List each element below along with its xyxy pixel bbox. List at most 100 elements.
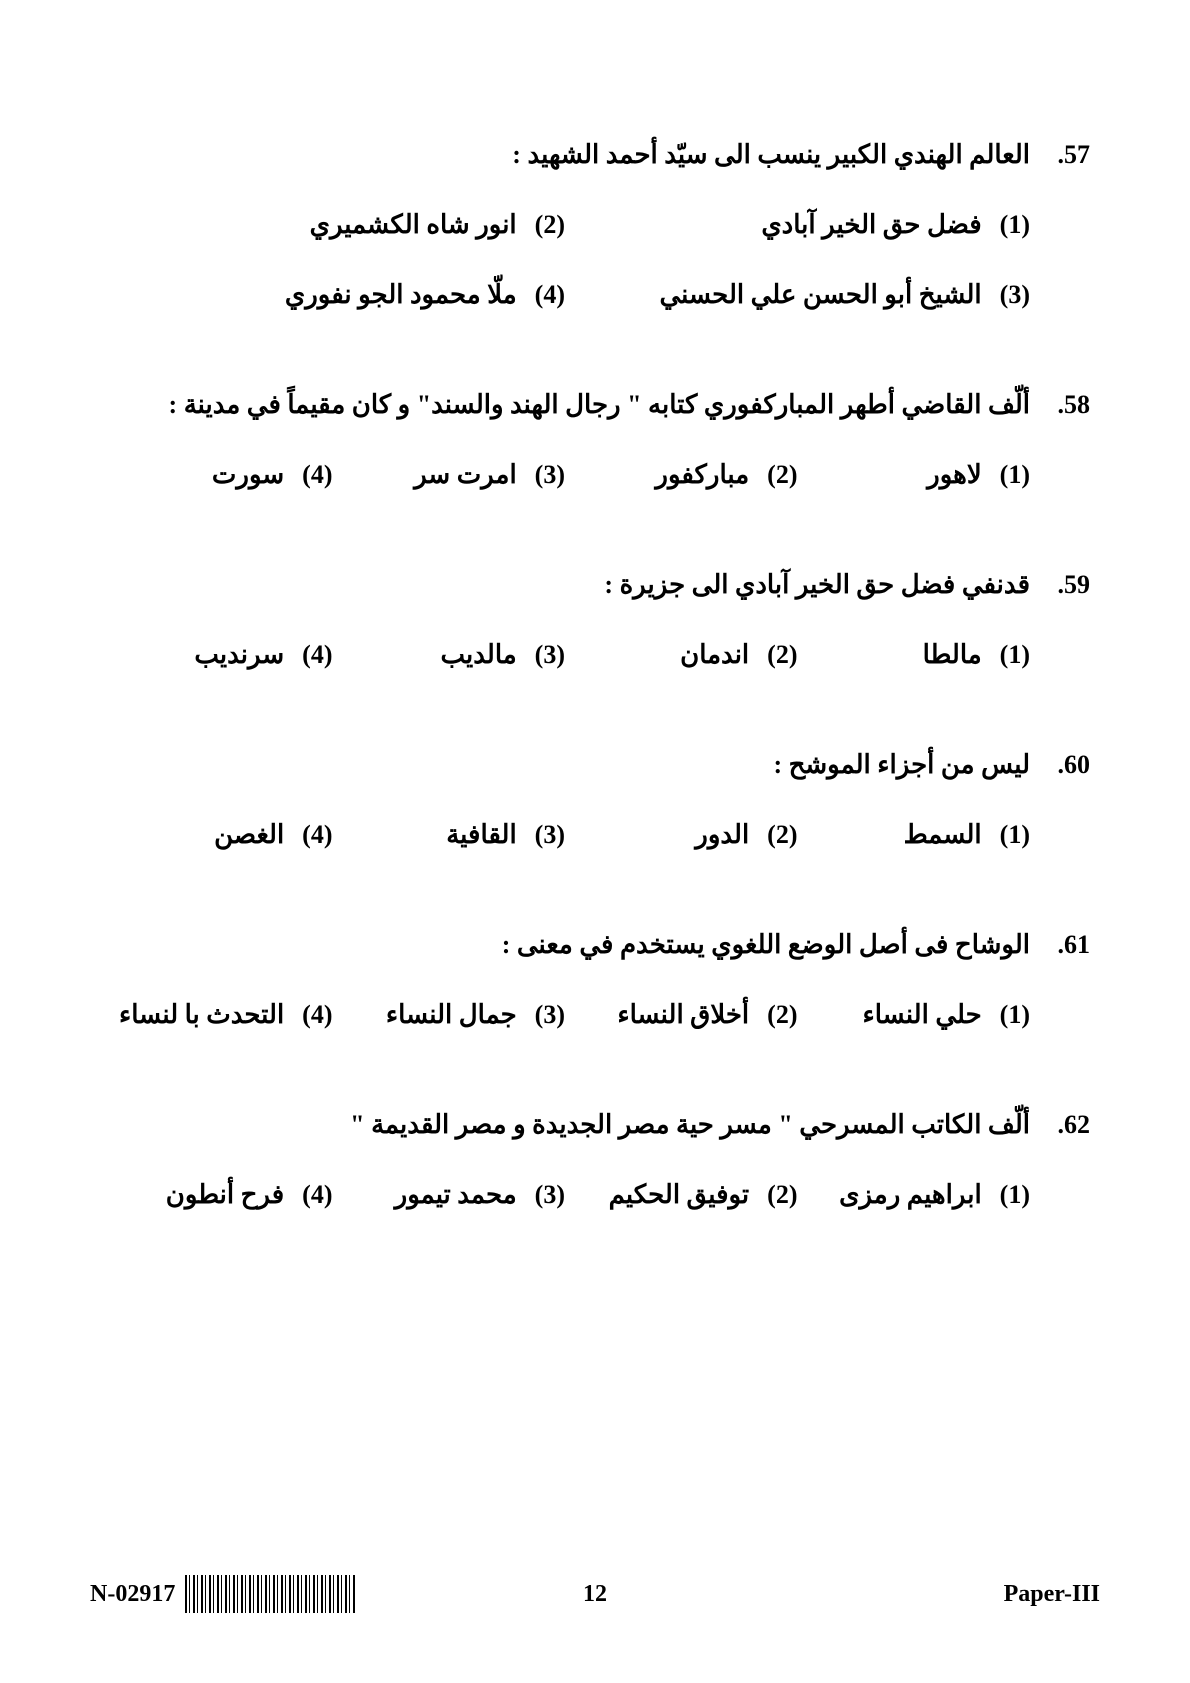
option-number: (3): [535, 640, 565, 670]
option-2: (2) توفيق الحكيم: [565, 1180, 798, 1210]
option-1: (1) فضل حق الخير آبادي: [565, 210, 1030, 240]
question-line: .59 قدنفي فضل حق الخير آبادي الى جزيرة :: [100, 570, 1090, 600]
question-text: الوشاح فى أصل الوضع اللغوي يستخدم في معن…: [100, 930, 1030, 960]
options-row: (3) الشيخ أبو الحسن علي الحسني (4) ملّا …: [100, 280, 1090, 310]
options-row: (1) فضل حق الخير آبادي (2) انور شاه الكش…: [100, 210, 1090, 240]
question-number: .62: [1030, 1110, 1090, 1140]
option-number: (2): [767, 640, 797, 670]
option-text: الشيخ أبو الحسن علي الحسني: [659, 280, 981, 310]
option-3: (3) محمد تيمور: [333, 1180, 566, 1210]
option-number: (3): [535, 820, 565, 850]
question-line: .61 الوشاح فى أصل الوضع اللغوي يستخدم في…: [100, 930, 1090, 960]
options-row: (1) السمط (2) الدور (3) القافية (4) الغص…: [100, 820, 1090, 850]
option-text: ابراهيم رمزى: [839, 1180, 982, 1210]
page-footer: Paper-III 12 N-02917: [0, 1575, 1190, 1613]
option-text: فرح أنطون: [166, 1180, 284, 1210]
option-1: (1) السمط: [798, 820, 1031, 850]
question-text: العالم الهندي الكبير ينسب الى سيّد أحمد …: [100, 140, 1030, 170]
option-number: (4): [302, 820, 332, 850]
option-text: فضل حق الخير آبادي: [761, 210, 981, 240]
option-number: (1): [1000, 1180, 1030, 1210]
option-text: انور شاه الكشميري: [310, 210, 517, 240]
options-row: (1) لاهور (2) مباركفور (3) امرت سر (4) س…: [100, 460, 1090, 490]
option-number: (4): [302, 1000, 332, 1030]
option-3: (3) امرت سر: [333, 460, 566, 490]
option-number: (1): [1000, 640, 1030, 670]
option-number: (2): [767, 820, 797, 850]
question-line: .58 ألّف القاضي أطهر المباركفوري كتابه "…: [100, 390, 1090, 420]
option-3: (3) جمال النساء: [333, 1000, 566, 1030]
option-1: (1) ابراهيم رمزى: [798, 1180, 1031, 1210]
option-number: (1): [1000, 820, 1030, 850]
option-1: (1) لاهور: [798, 460, 1031, 490]
option-4: (4) سورت: [100, 460, 333, 490]
question-text: ليس من أجزاء الموشح :: [100, 750, 1030, 780]
options-row: (1) مالطا (2) اندمان (3) مالديب (4) سرند…: [100, 640, 1090, 670]
option-3: (3) الشيخ أبو الحسن علي الحسني: [565, 280, 1030, 310]
question-number: .57: [1030, 140, 1090, 170]
option-number: (1): [1000, 460, 1030, 490]
option-number: (2): [535, 210, 565, 240]
option-text: ملّا محمود الجو نفوري: [285, 280, 517, 310]
option-number: (4): [535, 280, 565, 310]
option-number: (2): [767, 460, 797, 490]
question-number: .59: [1030, 570, 1090, 600]
option-number: (3): [1000, 280, 1030, 310]
option-number: (3): [535, 460, 565, 490]
option-number: (1): [1000, 1000, 1030, 1030]
option-number: (2): [767, 1180, 797, 1210]
question-57: .57 العالم الهندي الكبير ينسب الى سيّد أ…: [100, 140, 1090, 310]
option-text: توفيق الحكيم: [609, 1180, 750, 1210]
question-line: .62 ألّف الكاتب المسرحي " مسر حية مصر ال…: [100, 1110, 1090, 1140]
option-text: حلي النساء: [862, 1000, 981, 1030]
question-number: .58: [1030, 390, 1090, 420]
option-text: محمد تيمور: [395, 1180, 517, 1210]
option-text: اندمان: [680, 640, 749, 670]
option-number: (2): [767, 1000, 797, 1030]
question-58: .58 ألّف القاضي أطهر المباركفوري كتابه "…: [100, 390, 1090, 490]
option-number: (4): [302, 460, 332, 490]
option-2: (2) الدور: [565, 820, 798, 850]
option-text: التحدث با لنساء: [119, 1000, 284, 1030]
question-text: قدنفي فضل حق الخير آبادي الى جزيرة :: [100, 570, 1030, 600]
option-text: مالطا: [923, 640, 982, 670]
barcode-icon: [185, 1575, 355, 1613]
option-2: (2) أخلاق النساء: [565, 1000, 798, 1030]
question-number: .60: [1030, 750, 1090, 780]
option-text: الدور: [695, 820, 749, 850]
options-row: (1) حلي النساء (2) أخلاق النساء (3) جمال…: [100, 1000, 1090, 1030]
exam-page: .57 العالم الهندي الكبير ينسب الى سيّد أ…: [0, 0, 1190, 1683]
option-4: (4) فرح أنطون: [100, 1180, 333, 1210]
option-text: مالديب: [440, 640, 516, 670]
option-text: مباركفور: [655, 460, 749, 490]
question-60: .60 ليس من أجزاء الموشح : (1) السمط (2) …: [100, 750, 1090, 850]
option-text: القافية: [446, 820, 516, 850]
option-number: (3): [535, 1180, 565, 1210]
option-3: (3) مالديب: [333, 640, 566, 670]
footer-code: N-02917: [90, 1581, 175, 1608]
option-4: (4) ملّا محمود الجو نفوري: [100, 280, 565, 310]
footer-page-number: 12: [583, 1581, 607, 1608]
option-number: (4): [302, 640, 332, 670]
option-text: سرنديب: [194, 640, 284, 670]
option-4: (4) التحدث با لنساء: [100, 1000, 333, 1030]
question-number: .61: [1030, 930, 1090, 960]
option-number: (3): [535, 1000, 565, 1030]
option-2: (2) اندمان: [565, 640, 798, 670]
option-text: لاهور: [927, 460, 982, 490]
option-text: جمال النساء: [386, 1000, 517, 1030]
option-4: (4) سرنديب: [100, 640, 333, 670]
question-text: ألّف الكاتب المسرحي " مسر حية مصر الجديد…: [100, 1110, 1030, 1140]
option-text: الغصن: [214, 820, 284, 850]
option-4: (4) الغصن: [100, 820, 333, 850]
question-61: .61 الوشاح فى أصل الوضع اللغوي يستخدم في…: [100, 930, 1090, 1030]
option-2: (2) انور شاه الكشميري: [100, 210, 565, 240]
option-text: سورت: [212, 460, 284, 490]
option-1: (1) مالطا: [798, 640, 1031, 670]
option-3: (3) القافية: [333, 820, 566, 850]
option-number: (4): [302, 1180, 332, 1210]
options-row: (1) ابراهيم رمزى (2) توفيق الحكيم (3) مح…: [100, 1180, 1090, 1210]
option-1: (1) حلي النساء: [798, 1000, 1031, 1030]
option-text: السمط: [904, 820, 982, 850]
question-line: .57 العالم الهندي الكبير ينسب الى سيّد أ…: [100, 140, 1090, 170]
